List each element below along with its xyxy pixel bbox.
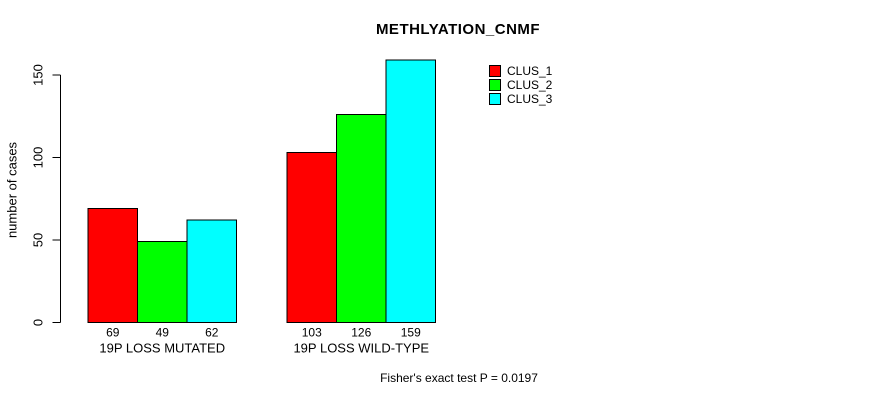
y-axis-label: number of cases (4, 141, 20, 239)
y-axis-tick-label: 0 (31, 319, 46, 326)
bar-value-label: 103 (302, 326, 322, 340)
bar-value-label: 126 (351, 326, 371, 340)
legend-item: CLUS_3 (489, 92, 552, 106)
group-label: 19P LOSS WILD-TYPE (293, 341, 429, 356)
bar-clus_3-group1 (186, 219, 237, 323)
bar-value-label: 69 (106, 326, 120, 340)
legend-label-clus1: CLUS_1 (507, 64, 553, 78)
legend-label-clus3: CLUS_3 (507, 92, 553, 106)
legend-label-clus2: CLUS_2 (507, 78, 553, 92)
legend: CLUS_1 CLUS_2 CLUS_3 (489, 64, 552, 106)
group-label: 19P LOSS MUTATED (99, 341, 225, 356)
legend-swatch-clus2 (489, 79, 501, 91)
y-axis-tick-label: 150 (31, 64, 46, 86)
stats-annotation: Fisher's exact test P = 0.0197 (380, 371, 538, 385)
y-axis-tick-label: 100 (31, 147, 46, 169)
bar-clus_2-group1 (137, 241, 188, 323)
bar-clus_1-group2 (286, 152, 337, 323)
legend-item: CLUS_2 (489, 78, 552, 92)
chart-title: METHLYATION_CNMF (375, 21, 541, 38)
legend-item: CLUS_1 (489, 64, 552, 78)
bar-value-label: 49 (156, 326, 170, 340)
bar-value-label: 159 (401, 326, 421, 340)
bar-clus_2-group2 (336, 114, 387, 323)
legend-swatch-clus1 (489, 65, 501, 77)
y-axis-tick-label: 50 (31, 233, 46, 247)
bar-clus_3-group2 (385, 59, 436, 324)
bar-clus_1-group1 (87, 208, 138, 323)
legend-swatch-clus3 (489, 93, 501, 105)
bar-value-label: 62 (205, 326, 219, 340)
